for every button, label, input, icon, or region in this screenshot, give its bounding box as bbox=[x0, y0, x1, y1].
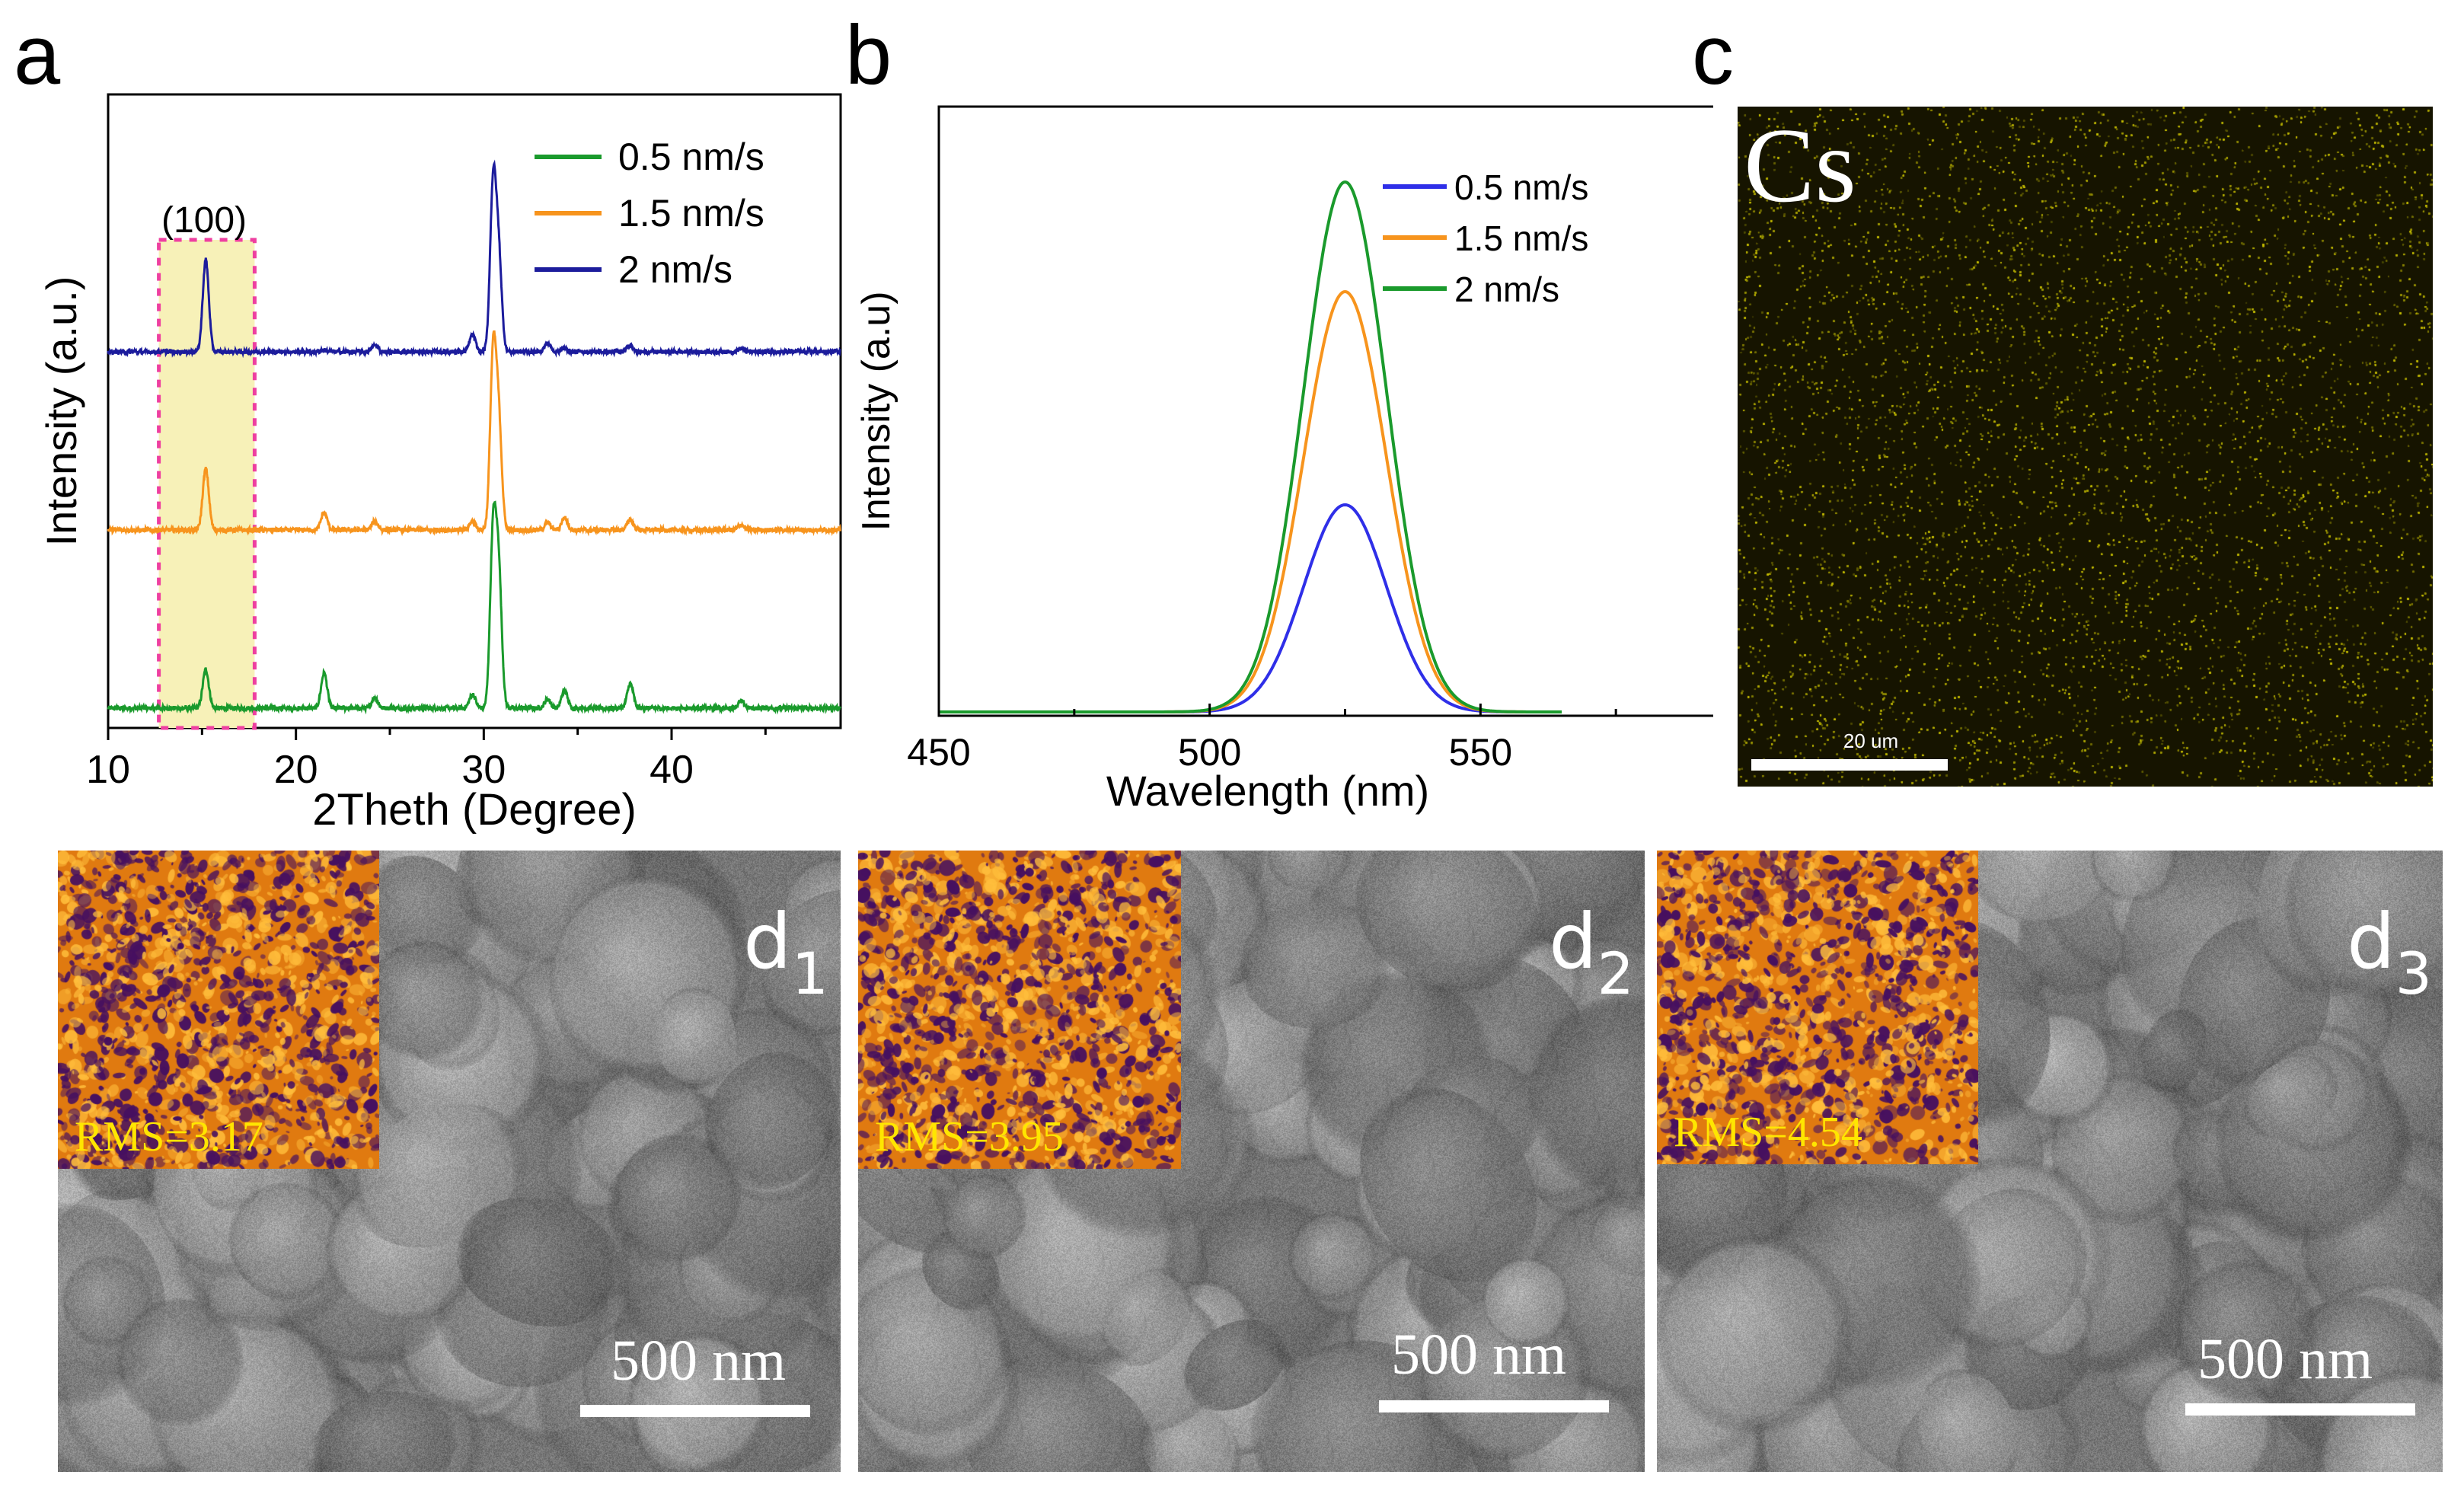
xrd-legend-label: 0.5 nm/s bbox=[618, 136, 764, 178]
afm-inset: RMS=3.17 bbox=[58, 851, 379, 1169]
eds-noise-map bbox=[1738, 107, 2433, 787]
pl-series-line bbox=[939, 180, 1562, 713]
xrd-x-tick-label: 40 bbox=[650, 748, 694, 792]
eds-element-label: Cs bbox=[1744, 107, 1856, 225]
scale-bar bbox=[1379, 1400, 1609, 1412]
xrd-x-tick-label: 10 bbox=[86, 748, 130, 792]
xrd-highlight-region bbox=[157, 238, 257, 730]
pl-legend-label: 2 nm/s bbox=[1454, 270, 1559, 309]
rms-value: RMS=4.54 bbox=[1674, 1109, 1862, 1156]
xrd-plot-frame bbox=[107, 93, 842, 729]
sem-panel-d3: RMS=4.54 d3 500 nm bbox=[1657, 851, 2443, 1472]
pl-x-tick-label: 450 bbox=[907, 731, 970, 774]
sem-panel-d2: RMS=3.95 d2 500 nm bbox=[858, 851, 1645, 1472]
scale-bar bbox=[580, 1405, 810, 1417]
sem-panel-d1: RMS=3.17 d1 500 nm bbox=[58, 851, 841, 1472]
afm-image bbox=[58, 851, 379, 1169]
pl-chart: 450500550600 Wavelength (nm) Intensity (… bbox=[854, 105, 1713, 815]
xrd-series-line bbox=[107, 500, 841, 715]
xrd-x-tick-label: 20 bbox=[274, 748, 318, 792]
xrd-legend-label: 1.5 nm/s bbox=[618, 192, 764, 235]
pl-x-axis-label: Wavelength (nm) bbox=[1106, 767, 1429, 815]
eds-scale-bar bbox=[1751, 759, 1948, 771]
eds-scale-bar-label: 20 um bbox=[1843, 729, 1899, 752]
scale-bar-label: 500 nm bbox=[2197, 1327, 2373, 1391]
pl-legend-label: 0.5 nm/s bbox=[1454, 168, 1588, 207]
xrd-x-axis-label: 2Theth (Degree) bbox=[312, 785, 637, 835]
afm-image bbox=[858, 851, 1181, 1169]
rms-value: RMS=3.95 bbox=[875, 1113, 1064, 1160]
eds-map: Cs 20 um bbox=[1738, 107, 2433, 787]
xrd-series-line bbox=[107, 159, 841, 359]
pl-series-line bbox=[939, 289, 1562, 713]
sem-panel-label: d2 bbox=[1549, 897, 1634, 1008]
pl-legend-label: 1.5 nm/s bbox=[1454, 219, 1588, 258]
sem-panel-label: d3 bbox=[2347, 897, 2432, 1008]
sem-panel-label: d1 bbox=[743, 897, 828, 1008]
xrd-y-axis-label: Intensity (a.u.) bbox=[37, 276, 85, 547]
xrd-legend-label: 2 nm/s bbox=[618, 248, 732, 291]
scale-bar bbox=[2185, 1403, 2415, 1416]
xrd-series-line bbox=[107, 330, 841, 537]
scale-bar-label: 500 nm bbox=[1391, 1323, 1567, 1387]
pl-x-tick-label: 550 bbox=[1449, 731, 1512, 774]
xrd-chart: 10 20 30 40 (100) 2Theth (Degree) Intensity… bbox=[37, 93, 842, 835]
panel-label-c: c bbox=[1692, 8, 1734, 102]
pl-y-axis-label: Intensity (a.u) bbox=[854, 291, 898, 531]
panel-label-b: b bbox=[845, 8, 892, 102]
scale-bar-label: 500 nm bbox=[611, 1329, 787, 1393]
afm-inset: RMS=3.95 bbox=[858, 851, 1181, 1169]
afm-image bbox=[1657, 851, 1978, 1164]
afm-inset: RMS=4.54 bbox=[1657, 851, 1978, 1164]
xrd-x-tick-label: 30 bbox=[461, 748, 506, 792]
xrd-annotation-100: (100) bbox=[161, 200, 247, 241]
pl-x-tick-label: 500 bbox=[1178, 731, 1241, 774]
rms-value: RMS=3.17 bbox=[75, 1113, 263, 1160]
panel-label-a: a bbox=[14, 8, 61, 102]
